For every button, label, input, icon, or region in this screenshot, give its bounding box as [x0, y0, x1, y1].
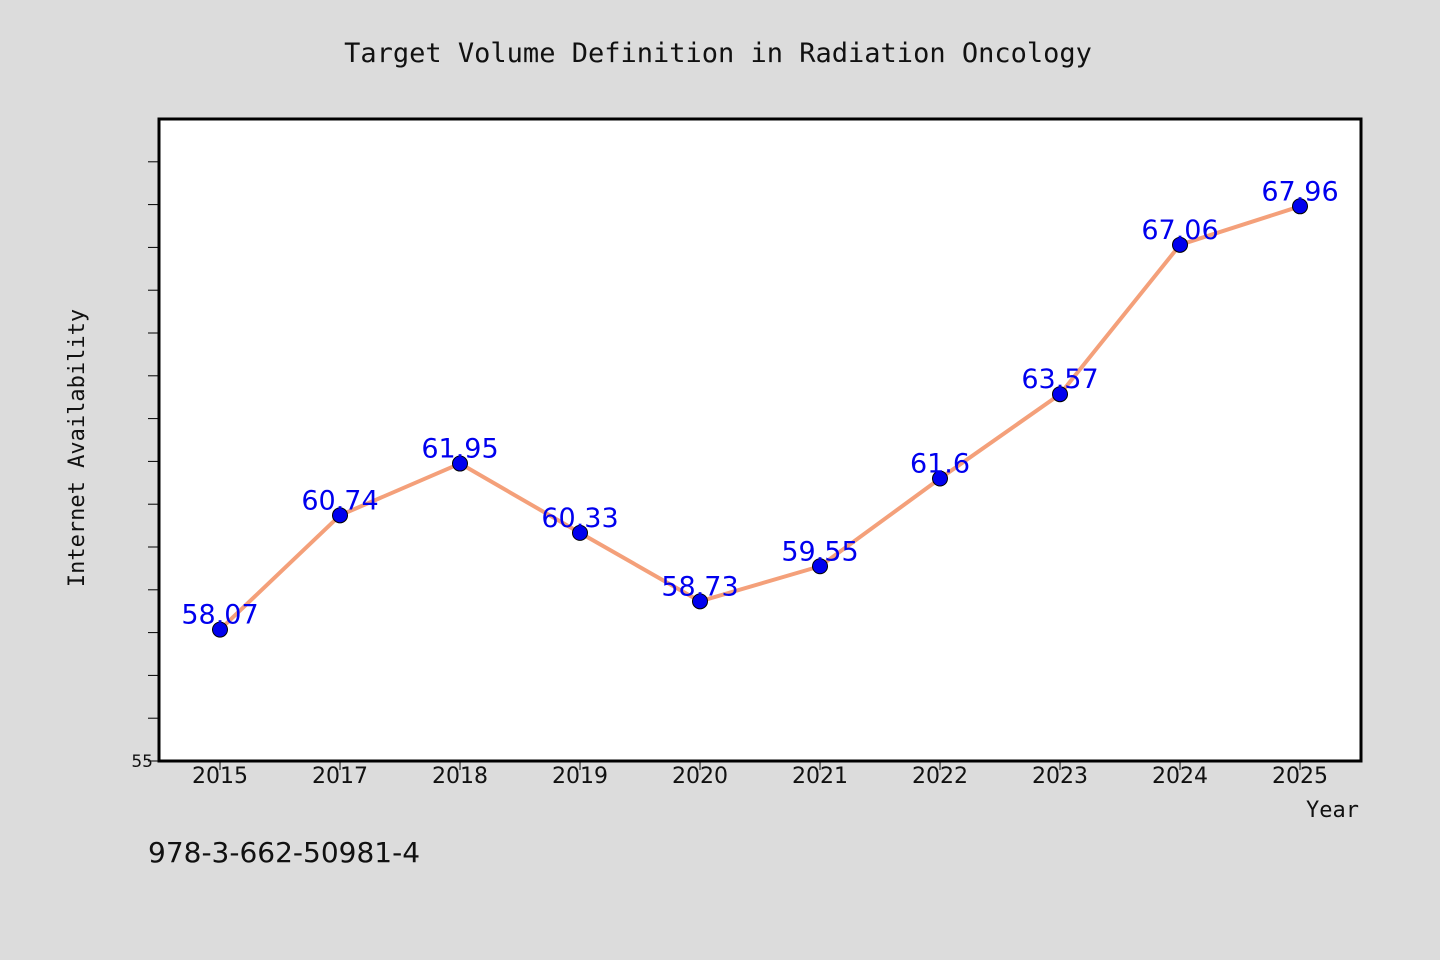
x-axis-tick-labels: 2015 2017 2018 2019 2020 2021 2022 2023 2024 2025	[192, 764, 1328, 789]
x-axis-ticks	[219, 761, 1301, 770]
data-label: 60.33	[541, 503, 618, 534]
isbn-footer: 978-3-662-50981-4	[148, 836, 420, 869]
series-markers	[212, 198, 1308, 638]
data-label: 61.95	[421, 434, 498, 465]
data-label: 58.07	[181, 600, 258, 631]
data-point	[812, 558, 828, 575]
x-tick-label: 2020	[672, 764, 728, 789]
x-tick-label: 2024	[1152, 764, 1208, 789]
x-tick-label: 2015	[192, 764, 248, 789]
data-label: 67.96	[1261, 176, 1338, 207]
data-label: 63.57	[1021, 364, 1098, 395]
data-point	[1052, 386, 1068, 403]
x-axis-label: Year	[1306, 798, 1359, 823]
data-point	[332, 507, 348, 524]
data-point	[452, 455, 468, 472]
data-labels: 58.07 60.74 61.95 60.33 58.73 59.55 61.6 63.57 6…	[181, 176, 1338, 630]
x-tick-label: 2025	[1272, 764, 1328, 789]
y-axis-label: Internet Availability	[65, 309, 90, 587]
series-line	[218, 204, 1302, 632]
data-label: 61.6	[910, 449, 970, 480]
data-label: 58.73	[661, 571, 738, 602]
y-tick-label: 55	[131, 752, 153, 772]
data-point	[212, 621, 228, 638]
y-axis-tick-labels: 55	[131, 752, 153, 772]
plot-area	[157, 117, 1363, 763]
chart-title: Target Volume Definition in Radiation On…	[344, 38, 1092, 69]
x-tick-label: 2023	[1032, 764, 1088, 789]
data-point	[572, 524, 588, 541]
data-label: 59.55	[781, 536, 858, 567]
x-tick-label: 2022	[912, 764, 968, 789]
x-tick-label: 2018	[432, 764, 488, 789]
data-point	[1172, 236, 1188, 253]
data-point	[932, 470, 948, 487]
x-tick-label: 2017	[312, 764, 368, 789]
data-label: 60.74	[301, 485, 378, 516]
data-point	[692, 593, 708, 610]
x-tick-label: 2021	[792, 764, 848, 789]
y-axis-ticks	[148, 161, 159, 762]
x-tick-label: 2019	[552, 764, 608, 789]
data-point	[1292, 198, 1308, 215]
data-label: 67.06	[1141, 215, 1218, 246]
